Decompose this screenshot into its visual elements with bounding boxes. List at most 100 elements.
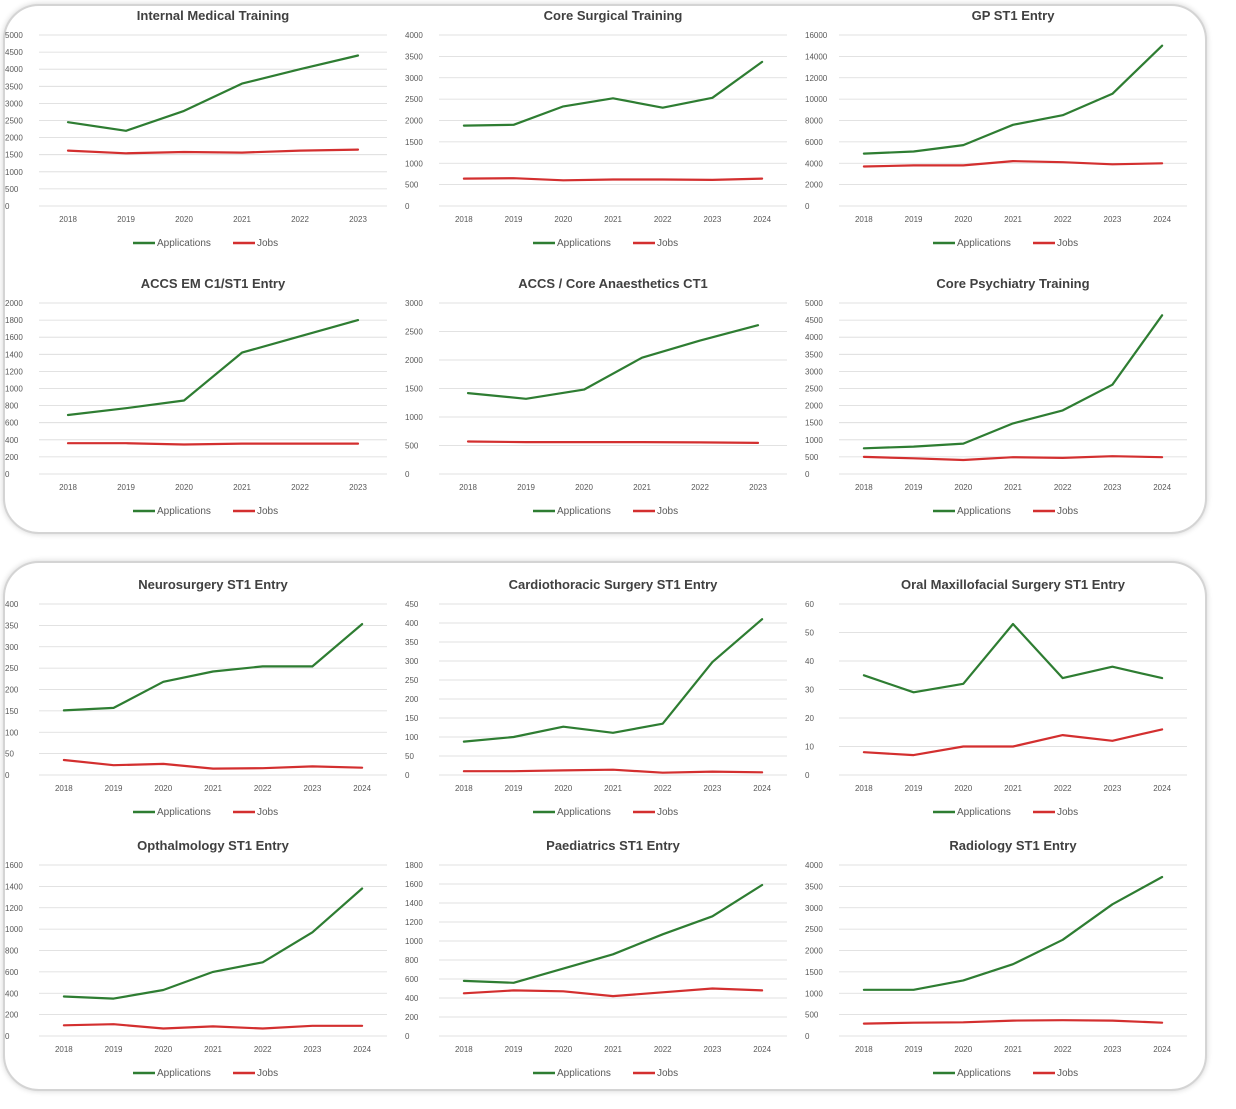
y-tick-label: 8000 — [805, 117, 823, 126]
chart-paediatrics-st1-entry: Paediatrics ST1 Entry 0 200 400 600 800 1000 12… — [405, 834, 801, 1084]
legend-label-jobs: Jobs — [1057, 807, 1078, 818]
x-tick-label: 2024 — [753, 1045, 771, 1054]
chart-title: GP ST1 Entry — [972, 8, 1056, 23]
y-tick-label: 10000 — [805, 95, 828, 104]
y-tick-label: 250 — [405, 676, 419, 685]
y-tick-label: 1200 — [5, 904, 23, 913]
x-tick-label: 2022 — [654, 1045, 672, 1054]
x-tick-label: 2022 — [291, 483, 309, 492]
legend-label-jobs: Jobs — [1057, 506, 1078, 517]
y-tick-label: 100 — [5, 728, 19, 737]
y-tick-label: 1000 — [5, 385, 23, 394]
y-tick-label: 3000 — [805, 367, 823, 376]
x-tick-label: 2021 — [233, 483, 251, 492]
chart-cardiothoracic-surgery-st1-entry: Cardiothoracic Surgery ST1 Entry 0 50 100 15… — [405, 573, 801, 823]
chart-title: Oral Maxillofacial Surgery ST1 Entry — [901, 577, 1126, 592]
x-tick-label: 2019 — [505, 1045, 523, 1054]
y-tick-label: 350 — [5, 621, 19, 630]
x-tick-label: 2022 — [1054, 784, 1072, 793]
series-line-jobs — [62, 758, 364, 770]
x-tick-label: 2020 — [954, 1045, 972, 1054]
y-tick-label: 2500 — [805, 925, 823, 934]
x-tick-label: 2024 — [1153, 784, 1171, 793]
x-tick-label: 2022 — [254, 784, 272, 793]
y-tick-label: 0 — [805, 771, 810, 780]
y-tick-label: 1800 — [5, 316, 23, 325]
chart-accs-em-entry: ACCS EM C1/ST1 Entry 0 200 400 600 800 1000 120… — [5, 272, 401, 522]
y-tick-label: 3500 — [805, 350, 823, 359]
y-tick-label: 0 — [805, 202, 810, 211]
chart-svg: GP ST1 Entry 0 2000 4000 6000 8000 10000 12000 1… — [805, 8, 1187, 249]
legend-label-applications: Applications — [557, 1068, 611, 1079]
y-tick-label: 250 — [5, 664, 19, 673]
y-tick-label: 30 — [805, 686, 814, 695]
x-tick-label: 2023 — [1104, 483, 1122, 492]
x-tick-label: 2019 — [517, 483, 535, 492]
x-tick-label: 2021 — [1004, 1045, 1022, 1054]
y-tick-label: 1000 — [805, 436, 823, 445]
x-tick-label: 2024 — [1153, 1045, 1171, 1054]
y-tick-label: 4000 — [5, 65, 23, 74]
legend-label-applications: Applications — [557, 807, 611, 818]
y-tick-label: 1800 — [405, 861, 423, 870]
y-tick-label: 200 — [405, 695, 419, 704]
legend-label-applications: Applications — [157, 238, 211, 249]
y-tick-label: 2000 — [805, 181, 823, 190]
x-tick-label: 2020 — [554, 784, 572, 793]
x-tick-label: 2018 — [55, 784, 73, 793]
x-tick-label: 2022 — [691, 483, 709, 492]
x-tick-label: 2019 — [905, 1045, 923, 1054]
legend-label-jobs: Jobs — [657, 1068, 678, 1079]
y-tick-label: 0 — [5, 771, 10, 780]
y-tick-label: 1600 — [5, 861, 23, 870]
y-tick-label: 40 — [805, 657, 814, 666]
y-tick-label: 60 — [805, 600, 814, 609]
legend-label-jobs: Jobs — [657, 506, 678, 517]
x-tick-label: 2023 — [749, 483, 767, 492]
y-tick-label: 600 — [5, 419, 19, 428]
y-tick-label: 1500 — [805, 968, 823, 977]
y-tick-label: 500 — [405, 181, 419, 190]
chart-svg: Opthalmology ST1 Entry 0 200 400 600 800 1000 1… — [5, 838, 387, 1079]
chart-title: Opthalmology ST1 Entry — [137, 838, 289, 853]
y-tick-label: 4500 — [805, 316, 823, 325]
x-tick-label: 2021 — [204, 1045, 222, 1054]
x-tick-label: 2018 — [855, 483, 873, 492]
x-tick-label: 2020 — [175, 483, 193, 492]
y-tick-label: 50 — [405, 752, 414, 761]
y-tick-label: 500 — [805, 453, 819, 462]
y-tick-label: 2500 — [405, 328, 423, 337]
y-tick-label: 5000 — [5, 31, 23, 40]
y-tick-label: 400 — [405, 994, 419, 1003]
chart-opthalmology-st1-entry: Opthalmology ST1 Entry 0 200 400 600 800 1000 1… — [5, 834, 401, 1084]
x-tick-label: 2023 — [349, 215, 367, 224]
x-tick-label: 2022 — [1054, 483, 1072, 492]
chart-oral-maxillofacial-surgery-st1-entry: Oral Maxillofacial Surgery ST1 Entry 0 10 2… — [805, 573, 1201, 823]
x-tick-label: 2022 — [254, 1045, 272, 1054]
y-tick-label: 4000 — [805, 861, 823, 870]
y-tick-label: 0 — [5, 1032, 10, 1041]
chart-svg: Neurosurgery ST1 Entry 0 50 100 150 200 250 300… — [5, 577, 387, 818]
y-tick-label: 2000 — [5, 134, 23, 143]
chart-svg: ACCS / Core Anaesthetics CT1 0 500 1000 1500… — [405, 276, 787, 517]
y-tick-label: 1500 — [405, 138, 423, 147]
chart-title: ACCS EM C1/ST1 Entry — [141, 276, 286, 291]
chart-title: Core Surgical Training — [544, 8, 683, 23]
y-tick-label: 4500 — [5, 48, 23, 57]
y-tick-label: 1500 — [405, 385, 423, 394]
y-tick-label: 0 — [405, 470, 410, 479]
chart-title: ACCS / Core Anaesthetics CT1 — [518, 276, 708, 291]
x-tick-label: 2020 — [954, 483, 972, 492]
y-tick-label: 0 — [5, 202, 10, 211]
chart-svg: ACCS EM C1/ST1 Entry 0 200 400 600 800 1000 120… — [5, 276, 387, 517]
bottom-chart-panel — [3, 561, 1207, 1091]
y-tick-label: 1000 — [805, 989, 823, 998]
chart-title: Neurosurgery ST1 Entry — [138, 577, 288, 592]
y-tick-label: 2500 — [405, 95, 423, 104]
y-tick-label: 2500 — [5, 117, 23, 126]
x-tick-label: 2024 — [753, 784, 771, 793]
x-tick-label: 2021 — [604, 784, 622, 793]
x-tick-label: 2020 — [554, 1045, 572, 1054]
x-tick-label: 2018 — [455, 1045, 473, 1054]
y-tick-label: 50 — [5, 750, 14, 759]
